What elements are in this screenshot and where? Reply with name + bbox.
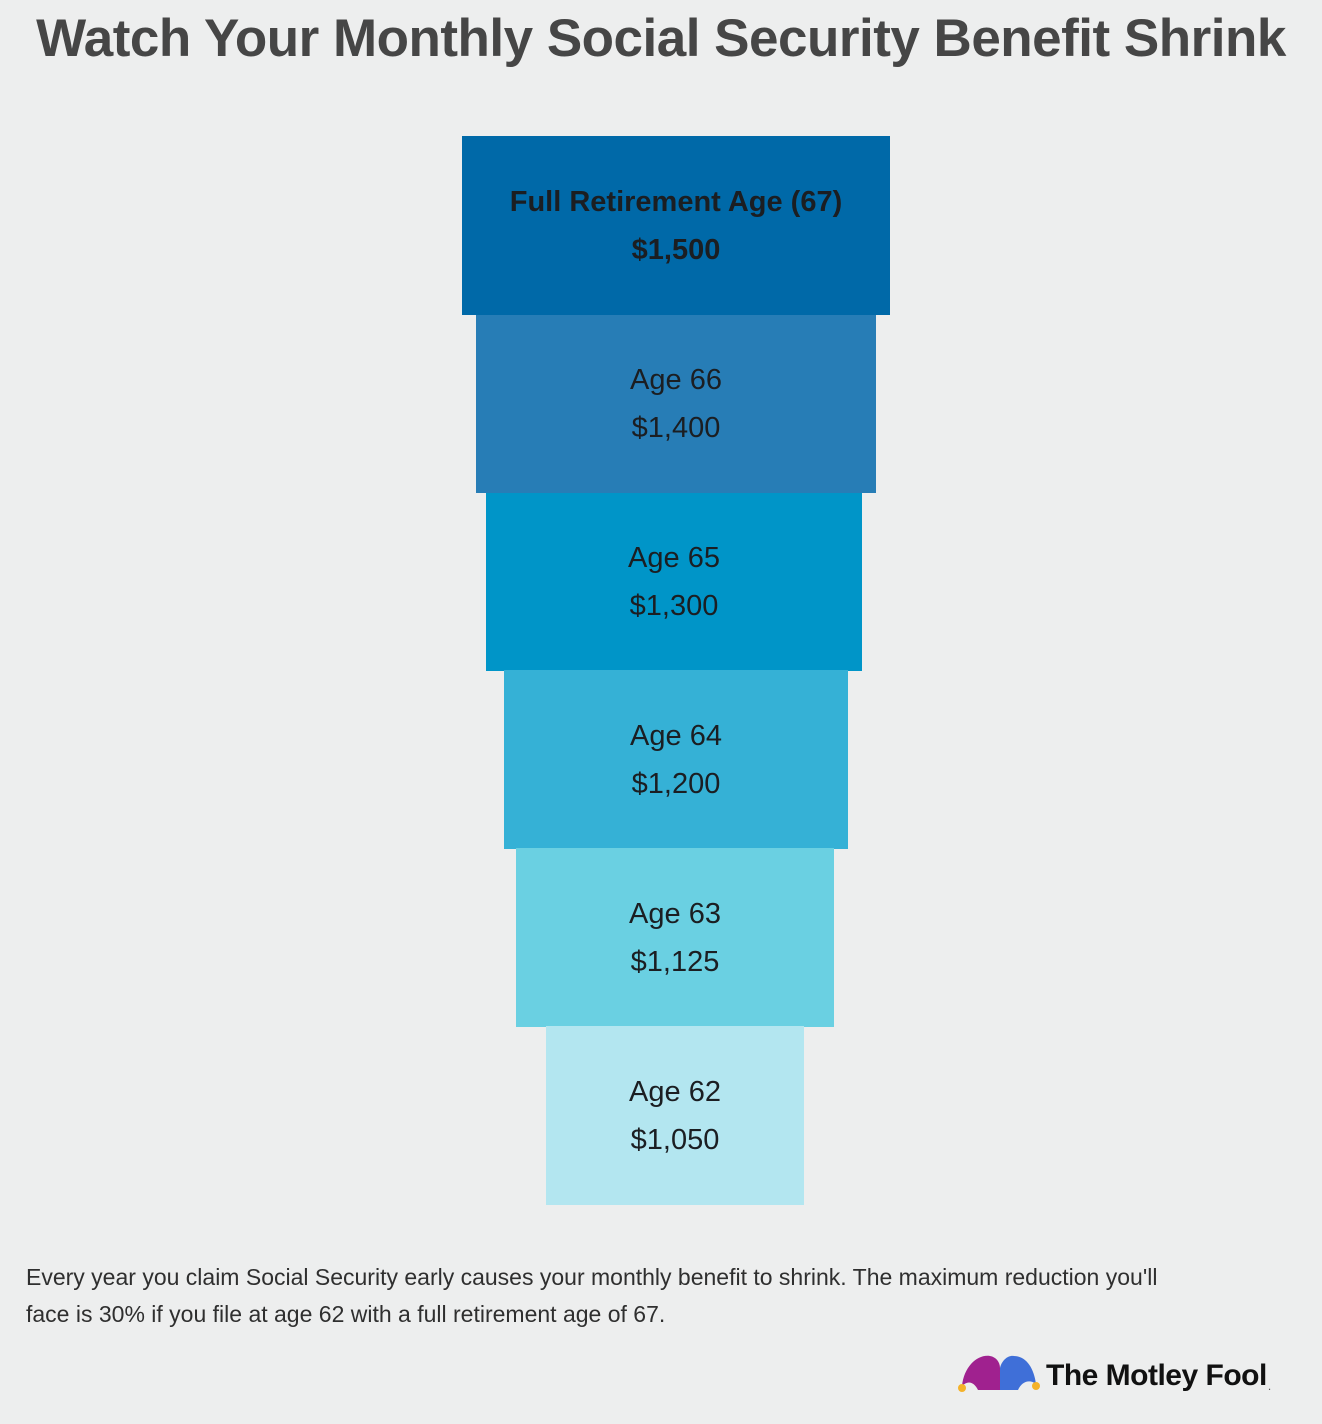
chart-title: Watch Your Monthly Social Security Benef… bbox=[36, 9, 1286, 68]
jester-hat-icon bbox=[956, 1352, 1040, 1399]
bar-label: Age 63 bbox=[629, 897, 721, 930]
bar-label: Age 66 bbox=[630, 364, 722, 396]
bar-label: Age 64 bbox=[630, 719, 722, 752]
brand-name: The Motley Fool bbox=[1046, 1358, 1267, 1392]
motley-fool-logo: The Motley Fool . bbox=[956, 1352, 1271, 1399]
bar-label: Age 65 bbox=[628, 542, 720, 574]
funnel-bar-age-63: Age 63 $1,125 bbox=[516, 848, 834, 1027]
chart-caption: Every year you claim Social Security ear… bbox=[26, 1264, 1158, 1327]
funnel-bar-age-65: Age 65 $1,300 bbox=[486, 493, 862, 671]
funnel-bar-age-66: Age 66 $1,400 bbox=[476, 315, 876, 493]
bar-value: $1,200 bbox=[631, 767, 721, 800]
bar-value: $1,400 bbox=[631, 412, 721, 444]
bar-label: Full Retirement Age (67) bbox=[509, 185, 843, 218]
funnel-bar-age-67: Full Retirement Age (67) $1,500 bbox=[462, 136, 890, 315]
bar-value: $1,500 bbox=[631, 233, 721, 266]
bar-value: $1,125 bbox=[630, 945, 720, 978]
bar-value: $1,300 bbox=[629, 590, 719, 622]
logo-dot: . bbox=[1267, 1379, 1272, 1393]
bar-label: Age 62 bbox=[629, 1075, 721, 1108]
funnel-bar-age-64: Age 64 $1,200 bbox=[504, 670, 848, 849]
bar-value: $1,050 bbox=[630, 1123, 720, 1156]
funnel-bar-age-62: Age 62 $1,050 bbox=[546, 1026, 804, 1205]
